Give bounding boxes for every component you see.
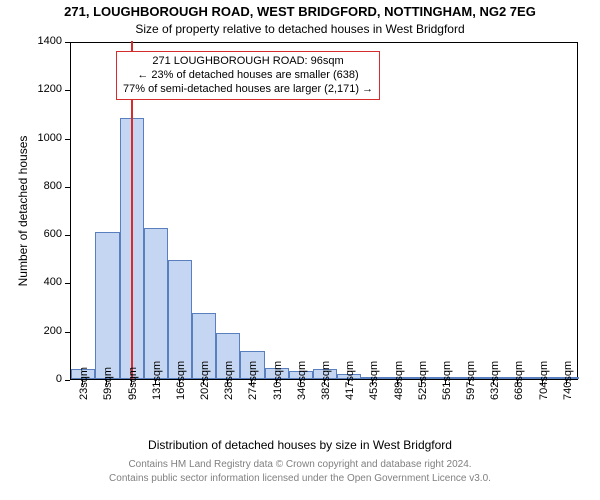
xtick-label: 346sqm	[296, 396, 308, 400]
ytick-mark	[65, 187, 70, 188]
annotation-line-1: 271 LOUGHBOROUGH ROAD: 96sqm	[123, 55, 373, 69]
x-axis-label: Distribution of detached houses by size …	[0, 438, 600, 452]
xtick-label: 382sqm	[320, 396, 332, 400]
xtick-label: 59sqm	[102, 396, 114, 400]
footer-line-1: Contains HM Land Registry data © Crown c…	[0, 458, 600, 471]
ytick-mark	[65, 283, 70, 284]
xtick-label: 202sqm	[199, 396, 211, 400]
xtick-label: 274sqm	[247, 396, 259, 400]
ytick-mark	[65, 380, 70, 381]
chart-subtitle: Size of property relative to detached ho…	[0, 22, 600, 36]
xtick-label: 166sqm	[175, 396, 187, 400]
chart-title: 271, LOUGHBOROUGH ROAD, WEST BRIDGFORD, …	[0, 4, 600, 19]
xtick-label: 131sqm	[151, 396, 163, 400]
xtick-label: 489sqm	[393, 396, 405, 400]
ytick-mark	[65, 235, 70, 236]
xtick-label: 417sqm	[344, 396, 356, 400]
annotation-box: 271 LOUGHBOROUGH ROAD: 96sqm← 23% of det…	[116, 51, 380, 100]
annotation-line-3: 77% of semi-detached houses are larger (…	[123, 83, 373, 97]
xtick-label: 668sqm	[513, 396, 525, 400]
xtick-label: 561sqm	[441, 396, 453, 400]
xtick-label: 310sqm	[272, 396, 284, 400]
ytick-label: 200	[0, 325, 62, 337]
ytick-mark	[65, 90, 70, 91]
xtick-label: 597sqm	[465, 396, 477, 400]
ytick-label: 1200	[0, 83, 62, 95]
annotation-line-2: ← 23% of detached houses are smaller (63…	[123, 69, 373, 83]
xtick-label: 95sqm	[127, 396, 139, 400]
ytick-label: 0	[0, 373, 62, 385]
xtick-label: 453sqm	[368, 396, 380, 400]
ytick-label: 1000	[0, 132, 62, 144]
xtick-label: 740sqm	[562, 396, 574, 400]
ytick-label: 400	[0, 276, 62, 288]
footer-line-2: Contains public sector information licen…	[0, 472, 600, 485]
xtick-label: 238sqm	[223, 396, 235, 400]
xtick-label: 704sqm	[538, 396, 550, 400]
ytick-label: 1400	[0, 35, 62, 47]
histogram-bar	[95, 232, 119, 379]
ytick-mark	[65, 332, 70, 333]
ytick-label: 600	[0, 228, 62, 240]
xtick-label: 23sqm	[78, 396, 90, 400]
ytick-mark	[65, 139, 70, 140]
ytick-label: 800	[0, 180, 62, 192]
histogram-bar	[144, 228, 168, 379]
y-axis-label: Number of detached houses	[16, 42, 30, 380]
plot-area: 271 LOUGHBOROUGH ROAD: 96sqm← 23% of det…	[70, 42, 578, 380]
xtick-label: 632sqm	[489, 396, 501, 400]
ytick-mark	[65, 42, 70, 43]
xtick-label: 525sqm	[417, 396, 429, 400]
